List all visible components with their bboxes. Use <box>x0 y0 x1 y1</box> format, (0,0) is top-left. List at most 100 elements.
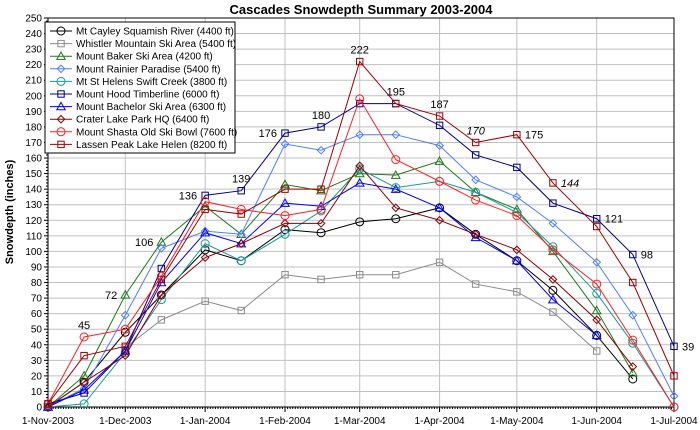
y-axis-label: Snowdepth (inches) <box>4 159 16 264</box>
data-point <box>156 243 166 253</box>
data-point <box>356 271 364 279</box>
data-point <box>316 185 327 195</box>
data-point <box>390 183 401 193</box>
legend-label: Mount Bachelor Ski Area (6300 ft) <box>76 102 226 113</box>
data-point <box>79 399 89 409</box>
data-point <box>549 179 557 187</box>
data-point <box>435 215 444 225</box>
data-point <box>279 179 291 189</box>
data-point <box>669 402 679 412</box>
series-9 <box>44 57 678 408</box>
data-point <box>391 130 401 140</box>
data-point <box>120 348 130 358</box>
legend-label: Mount Hood Timberline (6000 ft) <box>76 90 219 101</box>
data-point <box>354 168 365 178</box>
data-label: 121 <box>605 214 623 226</box>
legend-item: Crater Lake Park HQ (6400 ft) <box>50 115 209 126</box>
series-line <box>47 134 675 408</box>
legend-item: Mount Baker Ski Area (4200 ft) <box>50 50 213 63</box>
data-point <box>354 177 365 187</box>
data-point <box>355 217 365 227</box>
y-tick-label: 240 <box>25 29 42 40</box>
data-point <box>669 391 679 401</box>
y-tick-label: 70 <box>31 294 43 305</box>
data-point <box>549 199 557 207</box>
data-point <box>471 151 480 159</box>
legend-label: Lassen Peak Lake Helen (8200 ft) <box>76 140 227 151</box>
series-5 <box>44 99 678 408</box>
data-point <box>470 232 481 242</box>
data-point <box>355 161 365 171</box>
legend-marker <box>56 127 66 137</box>
x-tick-label: 1-Apr-2004 <box>415 416 465 427</box>
legend-marker <box>57 90 65 98</box>
data-point <box>629 278 637 287</box>
data-point <box>120 289 131 299</box>
legend-marker <box>55 101 67 111</box>
data-point <box>670 342 678 351</box>
data-point <box>120 345 131 355</box>
data-point <box>121 342 129 351</box>
y-tick-label: 220 <box>25 60 42 71</box>
legend-marker <box>55 50 67 60</box>
y-tick-label: 150 <box>25 169 42 180</box>
data-point <box>435 121 444 130</box>
data-point <box>201 191 209 200</box>
series-line <box>47 60 675 405</box>
data-point <box>316 204 326 214</box>
legend-label: Mt Cayley Squamish River (4400 ft) <box>76 27 234 38</box>
data-label: 195 <box>387 87 405 99</box>
y-tick-label: 180 <box>25 122 42 133</box>
data-point <box>79 332 89 342</box>
legend-label: Whistler Mountain Ski Area (5400 ft) <box>76 39 236 50</box>
data-point <box>355 130 365 140</box>
data-point <box>628 362 638 371</box>
series-line <box>47 164 634 408</box>
data-point <box>236 229 246 239</box>
x-tick-label: 1-Jan-2004 <box>180 416 231 427</box>
legend-marker <box>56 26 66 36</box>
series-line <box>47 182 598 408</box>
data-point <box>471 280 480 288</box>
legend-label: Mount Baker Ski Area (4200 ft) <box>76 52 213 63</box>
data-point <box>317 123 325 131</box>
data-point <box>316 218 326 228</box>
data-point <box>200 197 210 207</box>
data-point <box>237 306 245 315</box>
data-label: 106 <box>135 237 153 249</box>
data-label: 98 <box>641 250 653 262</box>
legend: Mt Cayley Squamish River (4400 ft)Whistl… <box>44 21 237 154</box>
data-point <box>280 218 290 228</box>
legend-item: Mount Hood Timberline (6000 ft) <box>50 90 219 101</box>
data-point <box>391 214 401 224</box>
data-point <box>356 57 364 66</box>
legend-label: Mount Rainier Paradise (5400 ft) <box>76 64 221 75</box>
data-point <box>201 297 209 305</box>
legend-marker <box>56 64 66 74</box>
data-point <box>200 226 210 236</box>
data-point <box>548 275 558 284</box>
data-label: 175 <box>525 130 543 142</box>
data-point <box>591 305 602 315</box>
data-point <box>280 139 290 149</box>
y-tick-label: 10 <box>31 387 43 398</box>
data-point <box>627 367 638 377</box>
legend-marker <box>56 114 66 124</box>
data-point <box>80 351 88 360</box>
data-point <box>317 275 325 284</box>
data-point <box>316 145 326 155</box>
x-tick-label: 1-Jun-2004 <box>571 416 622 427</box>
data-point <box>79 384 90 394</box>
data-point <box>120 324 130 334</box>
x-tick-label: 1-Jul-2004 <box>650 416 698 427</box>
data-label: 180 <box>312 110 330 122</box>
data-label: 170 <box>466 125 485 137</box>
data-point <box>237 210 245 218</box>
data-point <box>435 112 444 120</box>
data-point <box>281 271 289 279</box>
data-point <box>200 239 210 249</box>
legend-marker <box>57 39 65 48</box>
data-point <box>628 310 638 320</box>
data-point <box>512 245 522 255</box>
